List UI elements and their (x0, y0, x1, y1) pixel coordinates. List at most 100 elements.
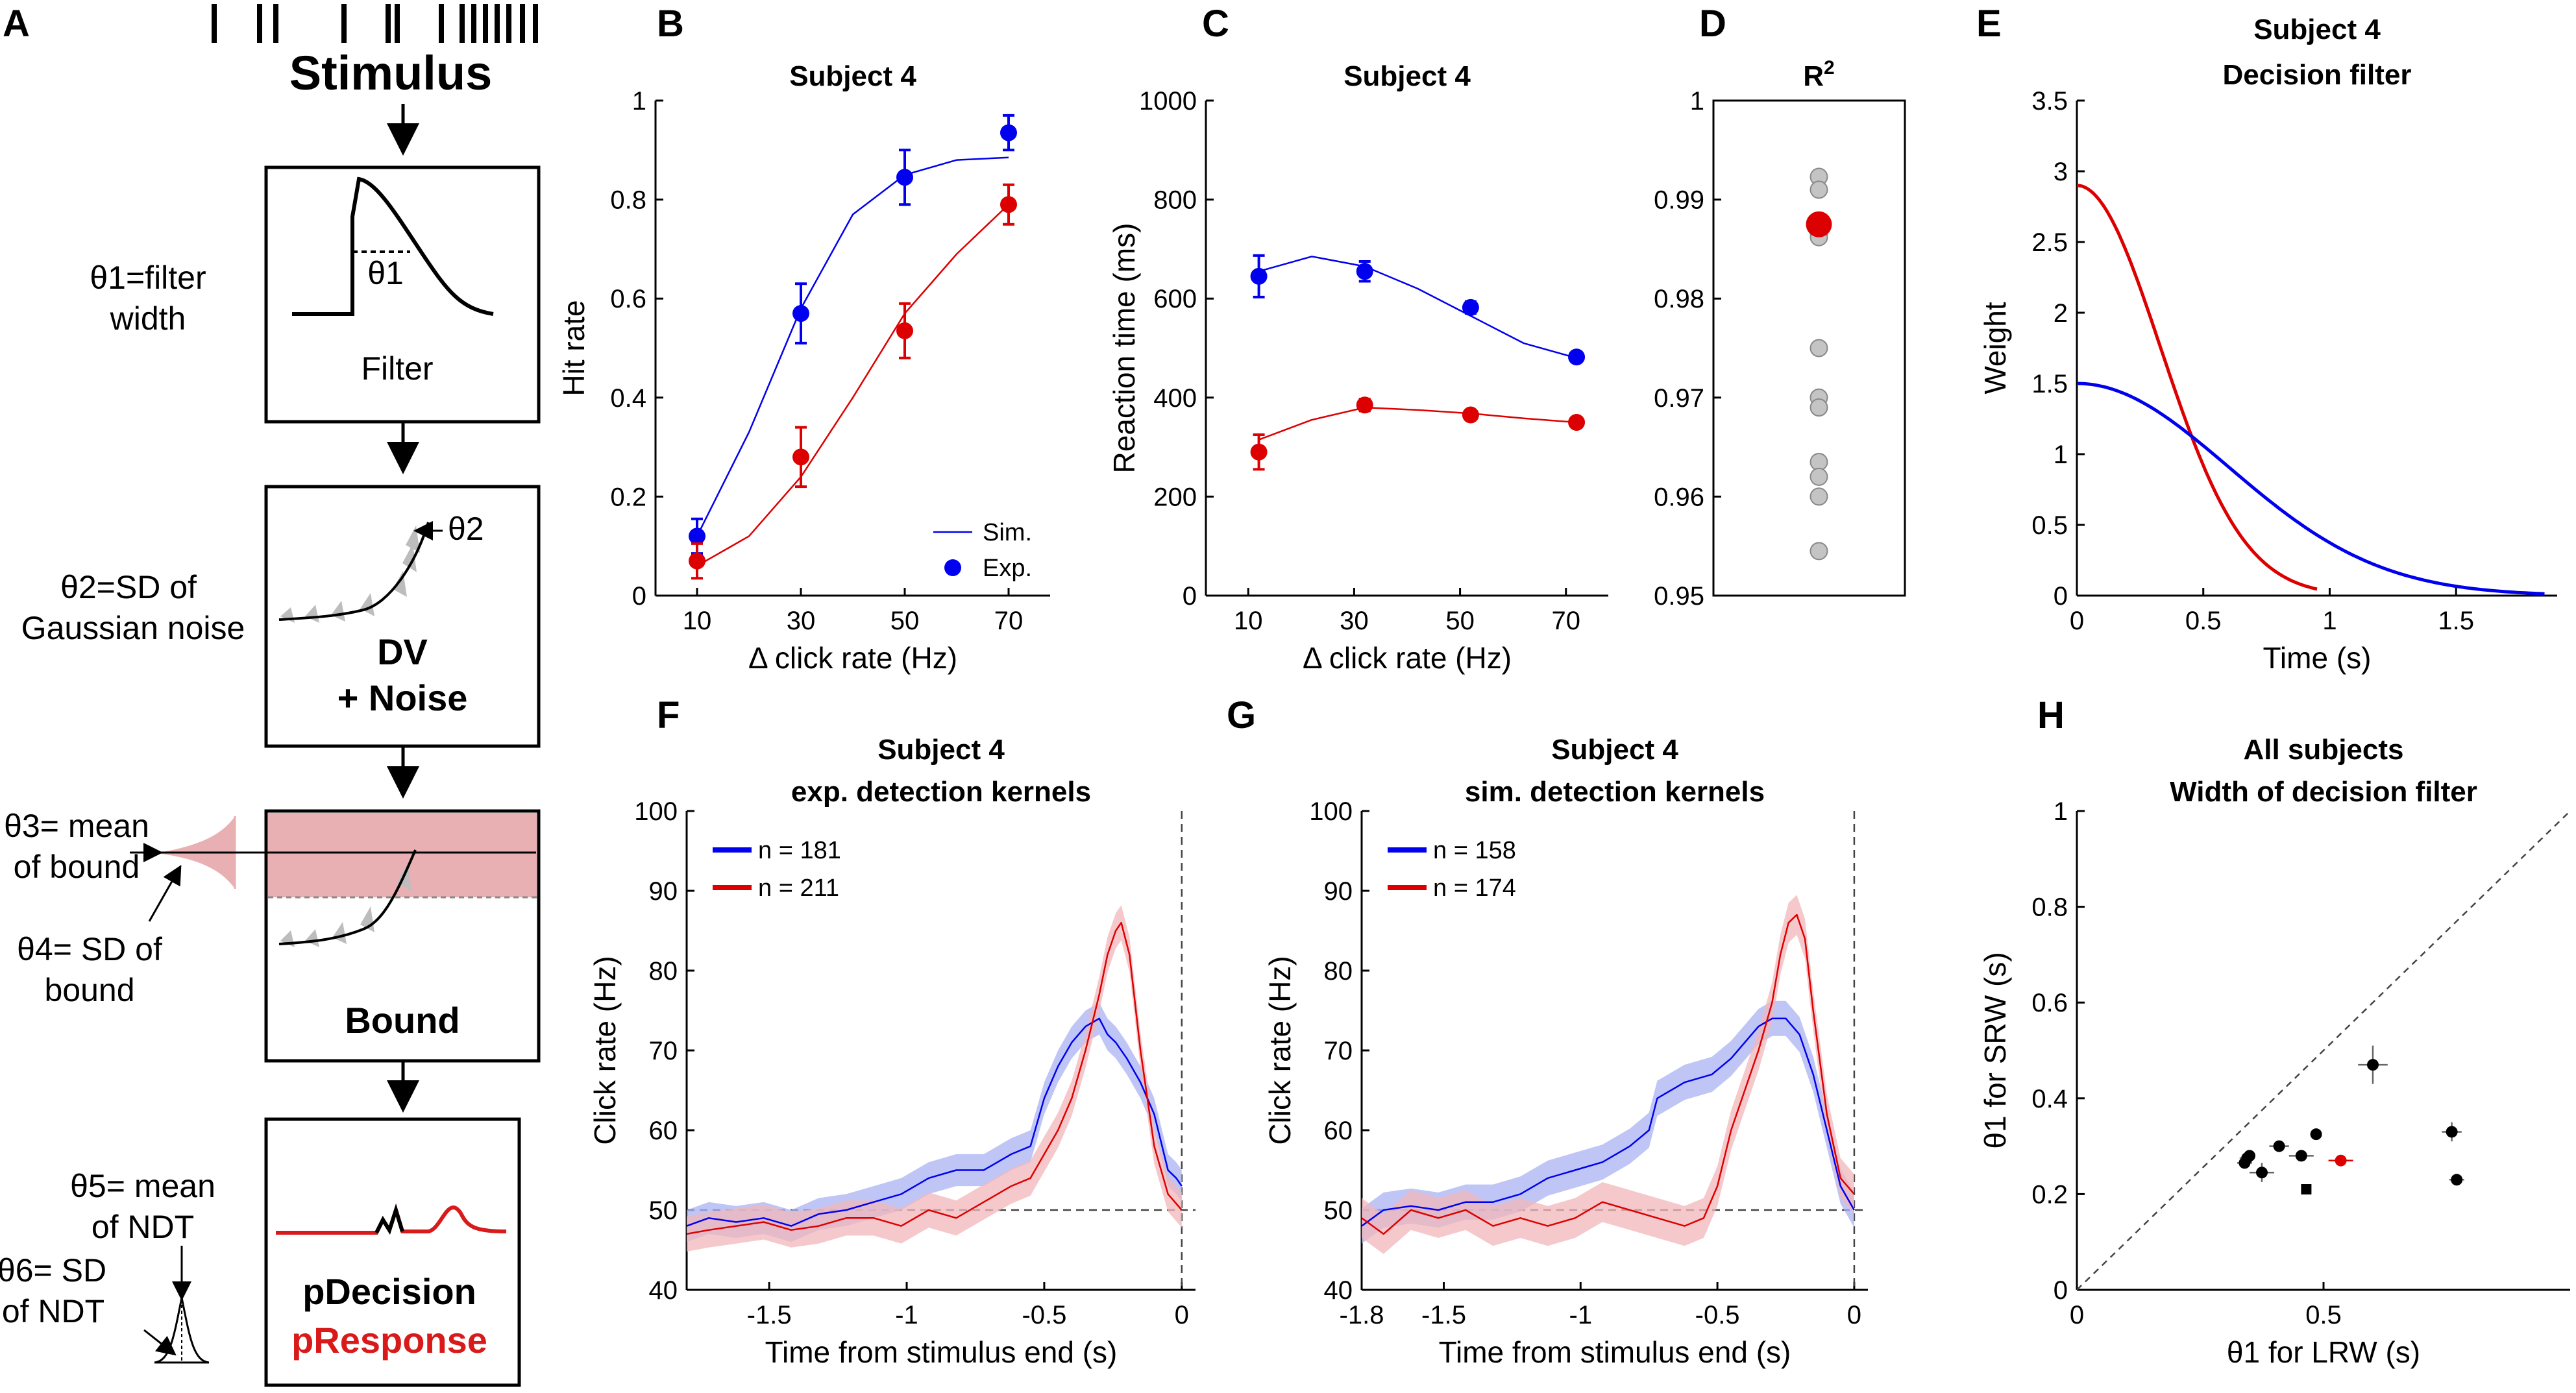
x-axis-label: Time from stimulus end (s) (765, 1335, 1118, 1369)
y-tick-label: 40 (1324, 1276, 1353, 1305)
subject-point (2367, 1059, 2379, 1071)
y-tick-label: 0 (2054, 1276, 2068, 1305)
y-tick-label: 0.4 (610, 384, 646, 413)
theta4-text-2: bound (44, 972, 134, 1008)
r2-point (1809, 339, 1828, 357)
chart-b-hit-rate: 0 0.2 0.4 0.6 0.8 1 10 30 50 70 Δ click rate (Hz) H… (557, 60, 1050, 675)
y-tick-label: 0.4 (2031, 1085, 2068, 1113)
y-tick-label: 90 (649, 877, 678, 906)
chart-e-decision-filter: 0 0.5 1 1.5 2 2.5 3 3.5 0 0.5 1 1.5 Time (s) Weight Su… (1978, 14, 2557, 675)
x-tick-label: 0 (2070, 1301, 2084, 1329)
chart-title-superscript: 2 (1824, 57, 1835, 79)
kernel-line (686, 921, 1183, 1235)
panel-label-b: B (657, 3, 684, 45)
chart-c-reaction-time: 0 200 400 600 800 1000 10 30 50 70 Δ click rate (H… (1107, 60, 1608, 675)
subject-point (2273, 1140, 2285, 1152)
x-tick-label: 10 (683, 607, 712, 635)
legend-label-red: n = 211 (758, 875, 839, 902)
y-tick-label: 50 (649, 1196, 678, 1225)
x-axis-label: Time from stimulus end (s) (1439, 1335, 1791, 1369)
kernel-line (686, 1017, 1183, 1227)
x-tick-label: 0.5 (2185, 607, 2222, 635)
filter-shape-icon (292, 176, 494, 316)
chart-f-exp-kernels: 40 50 60 70 80 90 100 -1.5 -1 -0.5 0 Time from stim… (588, 734, 1196, 1369)
y-tick-label: 2.5 (2031, 228, 2068, 257)
y-tick-label: 400 (1153, 384, 1197, 413)
x-tick-label: -0.5 (1022, 1301, 1066, 1329)
sim-line (1258, 406, 1577, 441)
x-axis-label: Δ click rate (Hz) (748, 641, 957, 675)
identity-line (2076, 810, 2571, 1290)
data-point (792, 448, 809, 466)
y-tick-label: 2 (2054, 299, 2068, 328)
y-tick-label: 70 (1324, 1037, 1353, 1065)
y-tick-label: 0 (2054, 582, 2068, 611)
filter-label: Filter (361, 350, 433, 387)
y-tick-label: 1 (2054, 797, 2068, 826)
theta5-text: θ5= mean (70, 1168, 215, 1204)
sim-line (1258, 256, 1577, 359)
legend-label-blue: n = 181 (758, 837, 841, 864)
data-point (896, 169, 913, 186)
axes-box (1712, 99, 1906, 597)
subject-point (2256, 1167, 2268, 1179)
dv-label: DV (377, 631, 428, 672)
y-tick-label: 200 (1153, 483, 1197, 511)
filter-curve (2076, 382, 2545, 596)
data-point (792, 305, 809, 322)
y-tick-label: 80 (649, 957, 678, 986)
legend-label-sim: Sim. (983, 519, 1032, 546)
legend-marker-exp (944, 559, 961, 576)
y-tick-label: 60 (1324, 1117, 1353, 1145)
response-density-icon (276, 1203, 507, 1235)
kernel-line (1361, 914, 1855, 1235)
x-tick-label: 0.5 (2305, 1301, 2342, 1329)
y-tick-label: 0.95 (1654, 582, 1704, 611)
theta2-text-2: Gaussian noise (21, 610, 245, 646)
panel-label-a: A (3, 3, 30, 45)
r2-point (1809, 487, 1828, 506)
x-tick-label: 70 (994, 607, 1024, 635)
data-point (1356, 396, 1373, 414)
y-tick-label: 600 (1153, 285, 1197, 313)
chart-title: Subject 4 (877, 734, 1005, 766)
r2-point (1809, 398, 1828, 417)
legend-label-red: n = 174 (1433, 875, 1516, 902)
subject-point (2301, 1184, 2312, 1195)
panel-label-f: F (657, 694, 680, 736)
y-tick-label: 0.2 (2031, 1180, 2068, 1209)
chart-subtitle: Width of decision filter (2170, 776, 2477, 808)
y-tick-label: 0.5 (2031, 511, 2068, 540)
y-tick-label: 0.96 (1654, 483, 1704, 511)
x-tick-label: 1 (2322, 607, 2337, 635)
y-tick-label: 800 (1153, 186, 1197, 215)
data-point (1568, 348, 1586, 366)
chart-subtitle: exp. detection kernels (791, 776, 1091, 808)
subject-point (2244, 1150, 2255, 1162)
y-tick-label: 0.6 (610, 285, 646, 313)
data-point (689, 552, 705, 570)
y-tick-label: 100 (634, 797, 678, 826)
x-tick-label: 50 (1445, 607, 1475, 635)
theta1-text-2: width (110, 300, 186, 337)
x-tick-label: -0.5 (1695, 1301, 1740, 1329)
y-tick-label: 40 (649, 1276, 678, 1305)
bound-label: Bound (345, 1000, 460, 1041)
data-point (896, 322, 913, 339)
subject-point (2295, 1150, 2307, 1162)
panel-label-c: C (1202, 3, 1229, 45)
x-tick-label: -1 (1569, 1301, 1593, 1329)
chart-title: All subjects (2244, 734, 2404, 766)
chart-title: R2 (1803, 57, 1834, 92)
chart-d-r-squared: 0.95 0.96 0.97 0.98 0.99 1 R2 (1654, 57, 1906, 611)
x-axis-label: Time (s) (2263, 641, 2372, 675)
filter-box (264, 165, 541, 424)
y-axis-label: Weight (1978, 302, 2012, 394)
y-axis-label: Reaction time (ms) (1107, 223, 1141, 474)
y-tick-label: 1 (2054, 441, 2068, 469)
x-tick-label: 30 (787, 607, 816, 635)
sim-line (696, 204, 1009, 567)
noise-label: + Noise (337, 677, 468, 718)
panel-label-d: D (1699, 3, 1726, 45)
data-point (1462, 406, 1479, 424)
